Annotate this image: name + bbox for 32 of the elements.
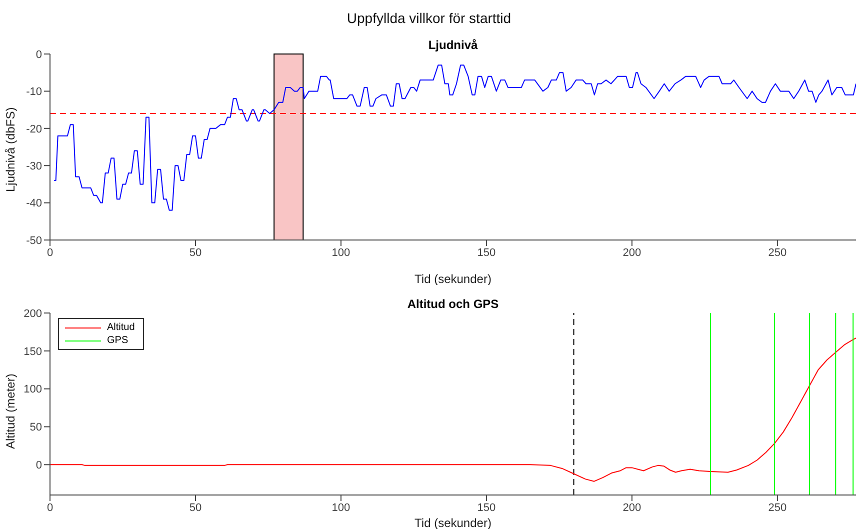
x-tick-label: 100 (332, 502, 350, 514)
x-tick-label: 200 (622, 246, 642, 259)
y-tick-label: 50 (30, 422, 42, 434)
x-tick-label: 0 (46, 502, 54, 514)
x-tick-label: 200 (622, 502, 642, 514)
x-tick-label: 100 (332, 246, 350, 259)
chart-title: Uppfyllda villkor för starttid (346, 10, 512, 26)
y-tick-label: 100 (24, 384, 42, 396)
y-tick-label: -10 (26, 86, 42, 98)
x-tick-label: 0 (46, 246, 54, 259)
x-tick-label: 250 (768, 502, 787, 514)
line-series (54, 64, 856, 211)
y-axis-title: Ljudnivå (dbFS) (3, 107, 18, 192)
y-tick-label: 0 (36, 48, 42, 61)
x-tick-label: 50 (189, 502, 202, 514)
legend-label: Altitud (107, 321, 135, 334)
y-tick-label: 150 (24, 346, 42, 358)
y-tick-label: -40 (26, 198, 42, 210)
x-tick-label: 50 (189, 246, 202, 259)
legend-label: GPS (107, 334, 128, 347)
y-tick-label: 0 (36, 460, 42, 472)
y-tick-label: -20 (26, 123, 42, 136)
chart-subtitle: Ljudnivå (427, 38, 479, 52)
y-axis-title: Altitud (meter) (3, 374, 18, 449)
line-series (50, 338, 856, 482)
chart-title: Altitud och GPS (406, 297, 500, 311)
x-tick-label: 150 (477, 502, 496, 514)
x-tick-label: 250 (768, 246, 787, 259)
y-tick-label: -50 (26, 234, 42, 247)
x-tick-label: 150 (477, 246, 496, 259)
y-tick-label: 200 (24, 308, 42, 320)
y-tick-label: -30 (26, 160, 42, 173)
